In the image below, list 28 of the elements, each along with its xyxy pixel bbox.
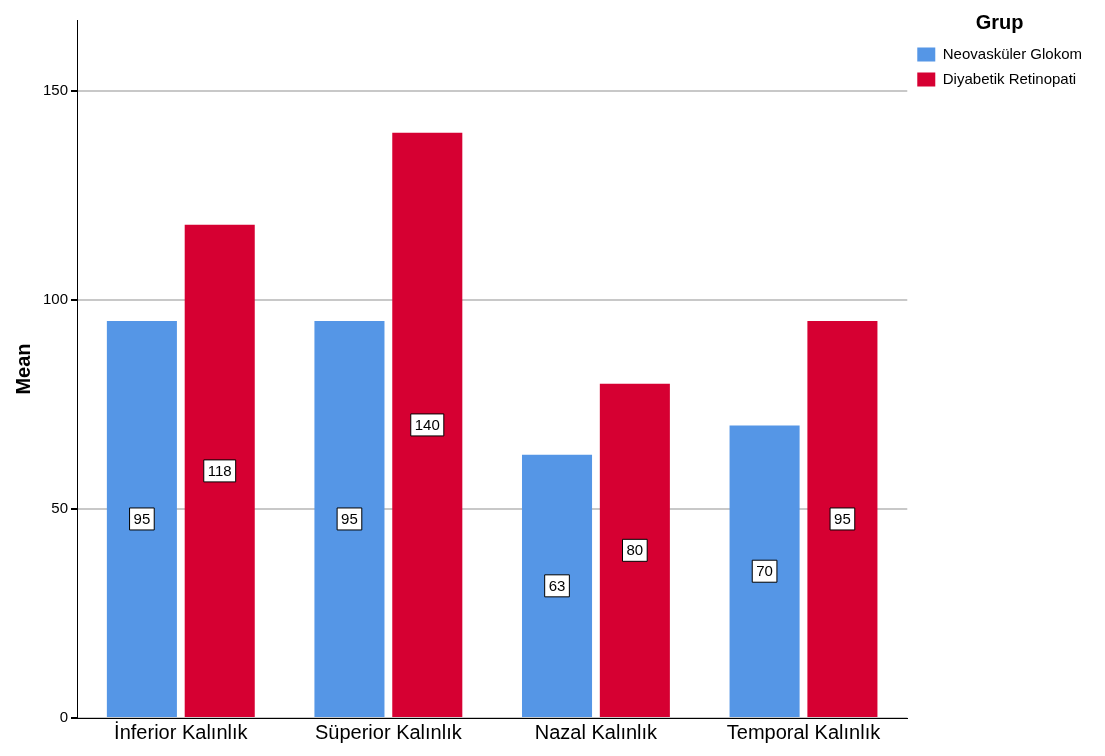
x-tick-label: İnferior Kalınlık xyxy=(114,720,249,743)
bar xyxy=(392,132,463,717)
y-tick-label: 50 xyxy=(51,499,69,517)
y-tick-label: 0 xyxy=(59,708,69,726)
x-tick-label: Nazal Kalınlık xyxy=(534,720,659,743)
bar xyxy=(599,383,670,717)
data-label: 63 xyxy=(548,576,566,594)
legend-label: Neovasküler Glokom xyxy=(942,44,1082,62)
bar xyxy=(807,320,878,717)
bar xyxy=(106,320,177,717)
data-label: 140 xyxy=(414,416,440,434)
data-label: 95 xyxy=(834,510,851,528)
x-tick-label: Temporal Kalınlık xyxy=(726,720,882,743)
bar xyxy=(521,454,593,717)
data-label: 95 xyxy=(133,510,151,528)
data-label: 118 xyxy=(207,462,232,480)
data-label: 80 xyxy=(626,541,644,559)
y-tick-label: 100 xyxy=(43,290,69,308)
y-axis-title: Mean xyxy=(11,343,34,395)
bar xyxy=(184,224,255,717)
data-label: 95 xyxy=(341,510,358,528)
y-tick-label: 150 xyxy=(43,81,69,99)
bar xyxy=(729,425,800,717)
bar xyxy=(314,320,385,717)
x-tick-label: Süperior Kalınlık xyxy=(315,720,463,743)
legend-title: Grup xyxy=(975,10,1024,33)
data-label: 70 xyxy=(756,562,773,580)
legend-label: Diyabetik Retinopati xyxy=(942,69,1077,87)
